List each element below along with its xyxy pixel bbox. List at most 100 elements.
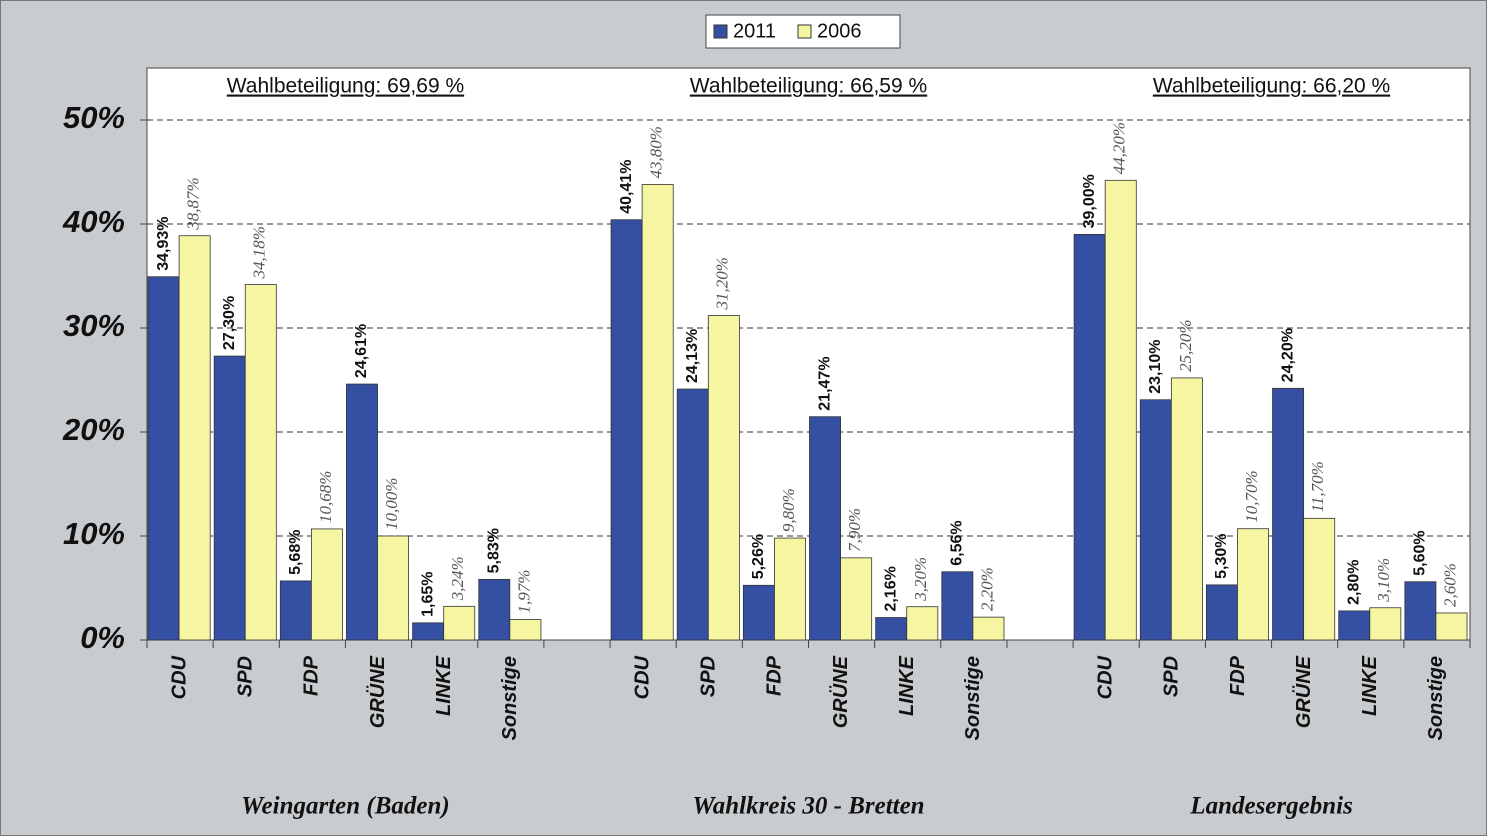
legend-swatch: [713, 24, 728, 39]
bar: [641, 184, 674, 641]
bar: [1206, 584, 1238, 641]
x-tick-label: SPD: [1161, 656, 1183, 697]
group-label: Weingarten (Baden): [241, 793, 450, 820]
value-label: 39,00%: [1081, 174, 1098, 228]
value-label: 24,61%: [353, 324, 370, 378]
x-tick-label: FDP: [301, 655, 323, 696]
bar: [676, 388, 709, 641]
x-tick-label: CDU: [168, 655, 190, 699]
value-label: 5,68%: [287, 530, 304, 575]
bar: [1369, 607, 1402, 641]
x-tick-label: Sonstige: [962, 656, 984, 740]
bar: [478, 578, 511, 641]
value-label: 24,20%: [1279, 328, 1296, 382]
value-label: 40,41%: [618, 159, 635, 213]
bar: [707, 315, 740, 641]
x-tick-label: CDU: [631, 655, 653, 699]
value-label: 43,80%: [647, 126, 666, 178]
bar: [941, 571, 974, 641]
x-tick-label: LINKE: [896, 655, 918, 716]
value-label: 10,68%: [316, 471, 335, 523]
value-label: 2,20%: [977, 567, 996, 611]
value-label: 2,16%: [882, 566, 899, 611]
value-label: 21,47%: [816, 356, 833, 410]
value-label: 10,00%: [382, 478, 401, 530]
value-label: 3,24%: [448, 556, 467, 601]
legend-label: 2011: [733, 20, 776, 42]
bar: [178, 235, 211, 641]
bar: [875, 617, 908, 641]
value-label: 1,65%: [419, 571, 436, 616]
value-label: 5,83%: [486, 528, 503, 573]
bar: [1404, 581, 1437, 641]
x-tick-label: LINKE: [433, 655, 455, 716]
y-tick-label: 0%: [80, 620, 125, 655]
bar: [742, 584, 775, 641]
turnout-annotation: Wahlbeteiligung: 69,69 %: [227, 75, 464, 98]
bar: [1435, 612, 1468, 641]
legend-label: 2006: [817, 20, 862, 42]
value-label: 31,20%: [713, 257, 732, 310]
x-tick-label: GRÜNE: [1292, 655, 1315, 728]
value-label: 25,20%: [1176, 319, 1195, 371]
value-label: 6,56%: [949, 520, 966, 565]
bar: [213, 355, 246, 641]
value-label: 2,60%: [1440, 563, 1459, 607]
group-label: Wahlkreis 30 - Bretten: [692, 793, 924, 820]
value-label: 34,93%: [155, 216, 172, 270]
bar: [377, 535, 410, 641]
y-tick-label: 30%: [63, 308, 125, 343]
x-tick-label: LINKE: [1359, 655, 1381, 716]
bar: [412, 622, 445, 641]
bar: [279, 580, 312, 641]
value-label: 2,80%: [1345, 560, 1362, 605]
value-label: 10,70%: [1242, 470, 1261, 522]
bar: [1170, 377, 1203, 641]
x-tick-label: Sonstige: [499, 656, 521, 740]
legend-swatch: [797, 24, 812, 39]
turnout-annotation: Wahlbeteiligung: 66,20 %: [1153, 75, 1390, 98]
value-label: 5,30%: [1213, 534, 1230, 579]
bar: [1272, 387, 1305, 641]
value-label: 27,30%: [221, 296, 238, 350]
value-label: 5,60%: [1412, 530, 1429, 575]
y-tick-label: 50%: [63, 100, 125, 135]
value-label: 7,90%: [845, 508, 864, 552]
group-label: Landesergebnis: [1189, 793, 1353, 820]
value-label: 5,26%: [750, 534, 767, 579]
value-label: 34,18%: [250, 226, 269, 279]
value-label: 9,80%: [779, 488, 798, 532]
bar: [1104, 179, 1137, 641]
x-tick-label: GRÜNE: [829, 655, 852, 728]
x-tick-label: Sonstige: [1425, 656, 1447, 740]
bar: [509, 619, 542, 641]
x-tick-label: CDU: [1094, 655, 1116, 699]
bar: [840, 557, 873, 641]
bar: [906, 606, 939, 641]
bar: [310, 528, 343, 641]
bar: [1303, 517, 1336, 641]
turnout-annotation: Wahlbeteiligung: 66,59 %: [690, 75, 927, 98]
y-tick-label: 20%: [62, 412, 125, 447]
bar: [809, 416, 841, 641]
value-label: 44,20%: [1110, 122, 1129, 174]
x-tick-label: SPD: [698, 656, 720, 697]
bar: [244, 284, 277, 641]
bar: [1237, 528, 1269, 641]
bar: [972, 616, 1005, 641]
y-tick-label: 40%: [62, 204, 125, 239]
value-label: 38,87%: [184, 177, 203, 230]
x-tick-label: FDP: [764, 655, 786, 696]
bar: [610, 219, 643, 641]
bar: [1338, 610, 1371, 641]
x-tick-label: GRÜNE: [366, 655, 389, 728]
bar: [443, 605, 476, 641]
value-label: 23,10%: [1147, 339, 1164, 393]
bar: [1073, 233, 1106, 641]
value-label: 3,10%: [1374, 558, 1393, 603]
bar: [774, 537, 806, 641]
x-tick-label: SPD: [235, 656, 257, 697]
bar: [1139, 399, 1172, 641]
value-label: 3,20%: [911, 557, 930, 602]
